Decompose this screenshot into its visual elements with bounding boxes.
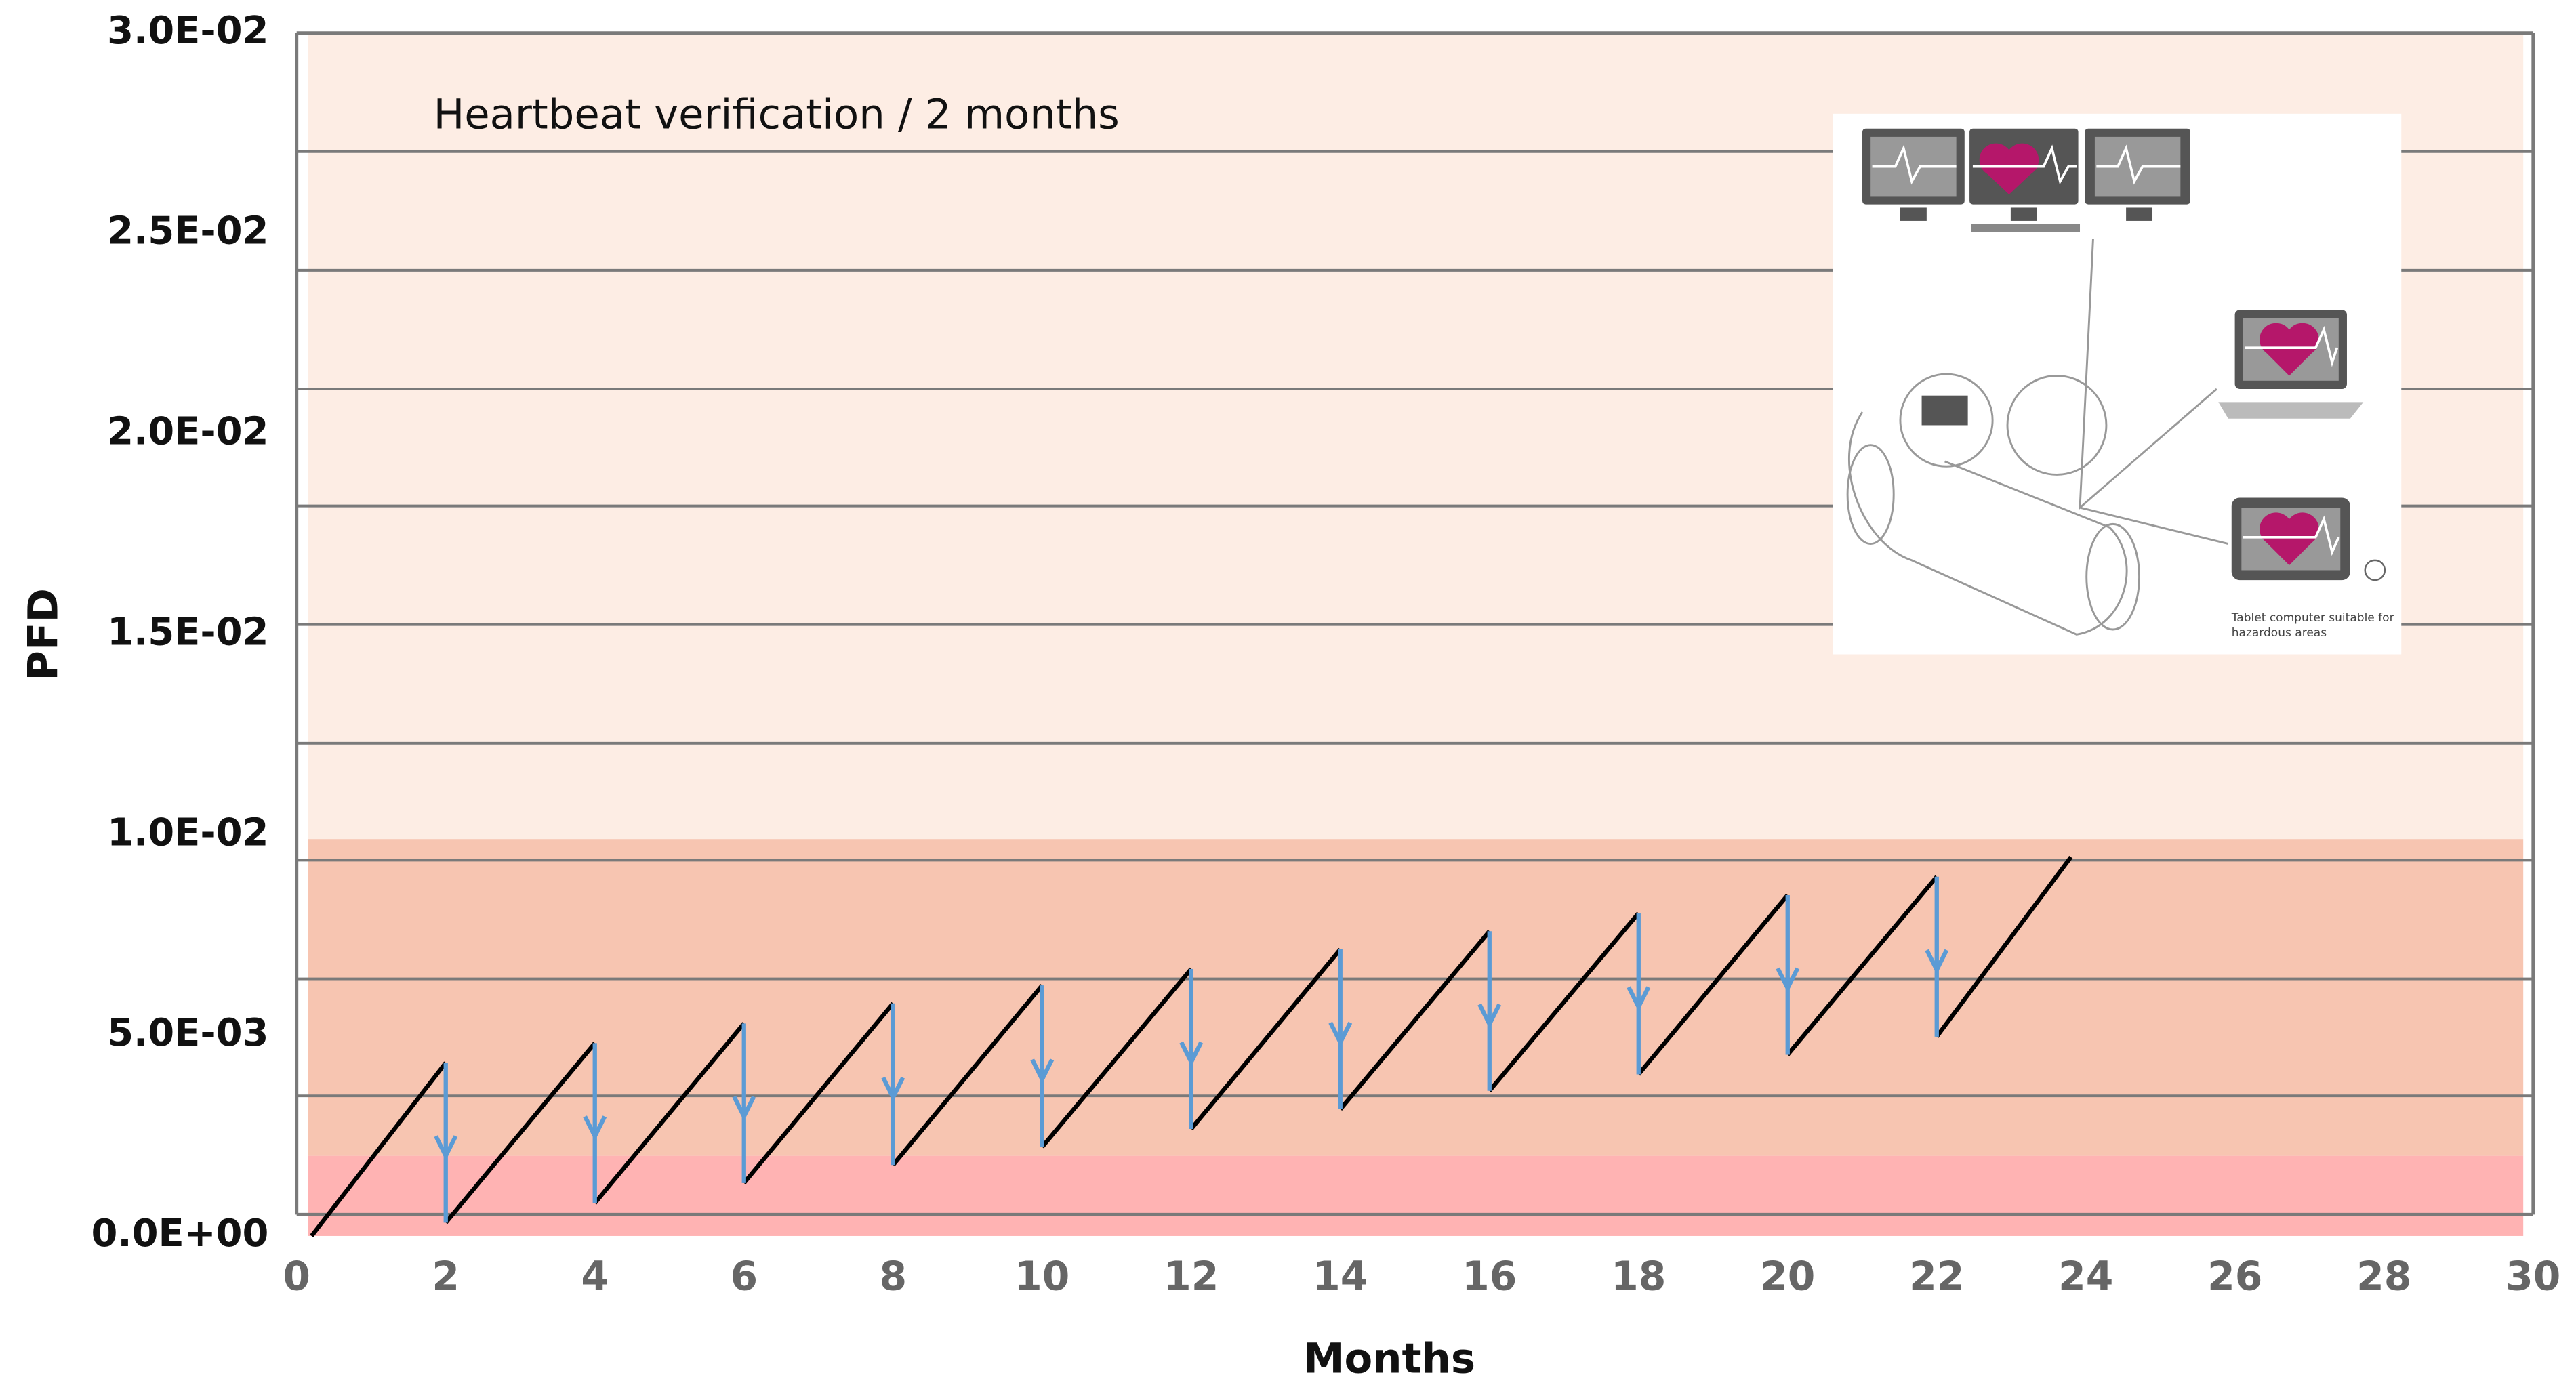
page: {"chart_data": { "type": "sawtooth", "ti… — [0, 0, 2576, 1381]
y-tick-label: 2.5E-02 — [107, 209, 268, 253]
inset-caption: hazardous areas — [2232, 626, 2327, 640]
y-tick-label: 1.0E-02 — [107, 810, 268, 854]
x-tick-label: 30 — [2506, 1253, 2560, 1299]
x-tick-label: 14 — [1313, 1253, 1368, 1299]
x-tick-label: 26 — [2207, 1253, 2262, 1299]
x-tick-label: 28 — [2356, 1253, 2411, 1299]
x-tick-label: 4 — [581, 1253, 609, 1299]
x-tick-label: 20 — [1760, 1253, 1815, 1299]
x-tick-label: 0 — [283, 1253, 310, 1299]
x-tick-label: 16 — [1462, 1253, 1517, 1299]
zone-band — [308, 1156, 2523, 1236]
x-axis-title: Months — [1303, 1335, 1475, 1381]
x-tick-label: 18 — [1611, 1253, 1666, 1299]
x-tick-label: 8 — [879, 1253, 907, 1299]
y-tick-label: 3.0E-02 — [107, 9, 268, 53]
x-tick-label: 12 — [1164, 1253, 1219, 1299]
x-tick-label: 2 — [432, 1253, 459, 1299]
x-tick-label: 6 — [730, 1253, 758, 1299]
x-tick-label: 10 — [1015, 1253, 1069, 1299]
inset-illustration: Tablet computer suitable for hazardous a… — [1833, 114, 2401, 655]
chart-title: Heartbeat verification / 2 months — [434, 91, 1120, 138]
x-tick-label: 22 — [1909, 1253, 1964, 1299]
meter-display — [1922, 396, 1968, 426]
y-tick-label: 0.0E+00 — [91, 1212, 268, 1256]
zone-band — [308, 839, 2523, 1155]
x-tick-label: 24 — [2058, 1253, 2113, 1299]
y-tick-label: 2.0E-02 — [107, 410, 268, 454]
inset-caption: Tablet computer suitable for — [2231, 611, 2394, 625]
y-axis-title: PFD — [20, 588, 68, 681]
y-tick-label: 5.0E-03 — [107, 1011, 268, 1055]
chart: Heartbeat verification / 2 months Months… — [0, 0, 2576, 1381]
y-tick-label: 1.5E-02 — [107, 610, 268, 654]
